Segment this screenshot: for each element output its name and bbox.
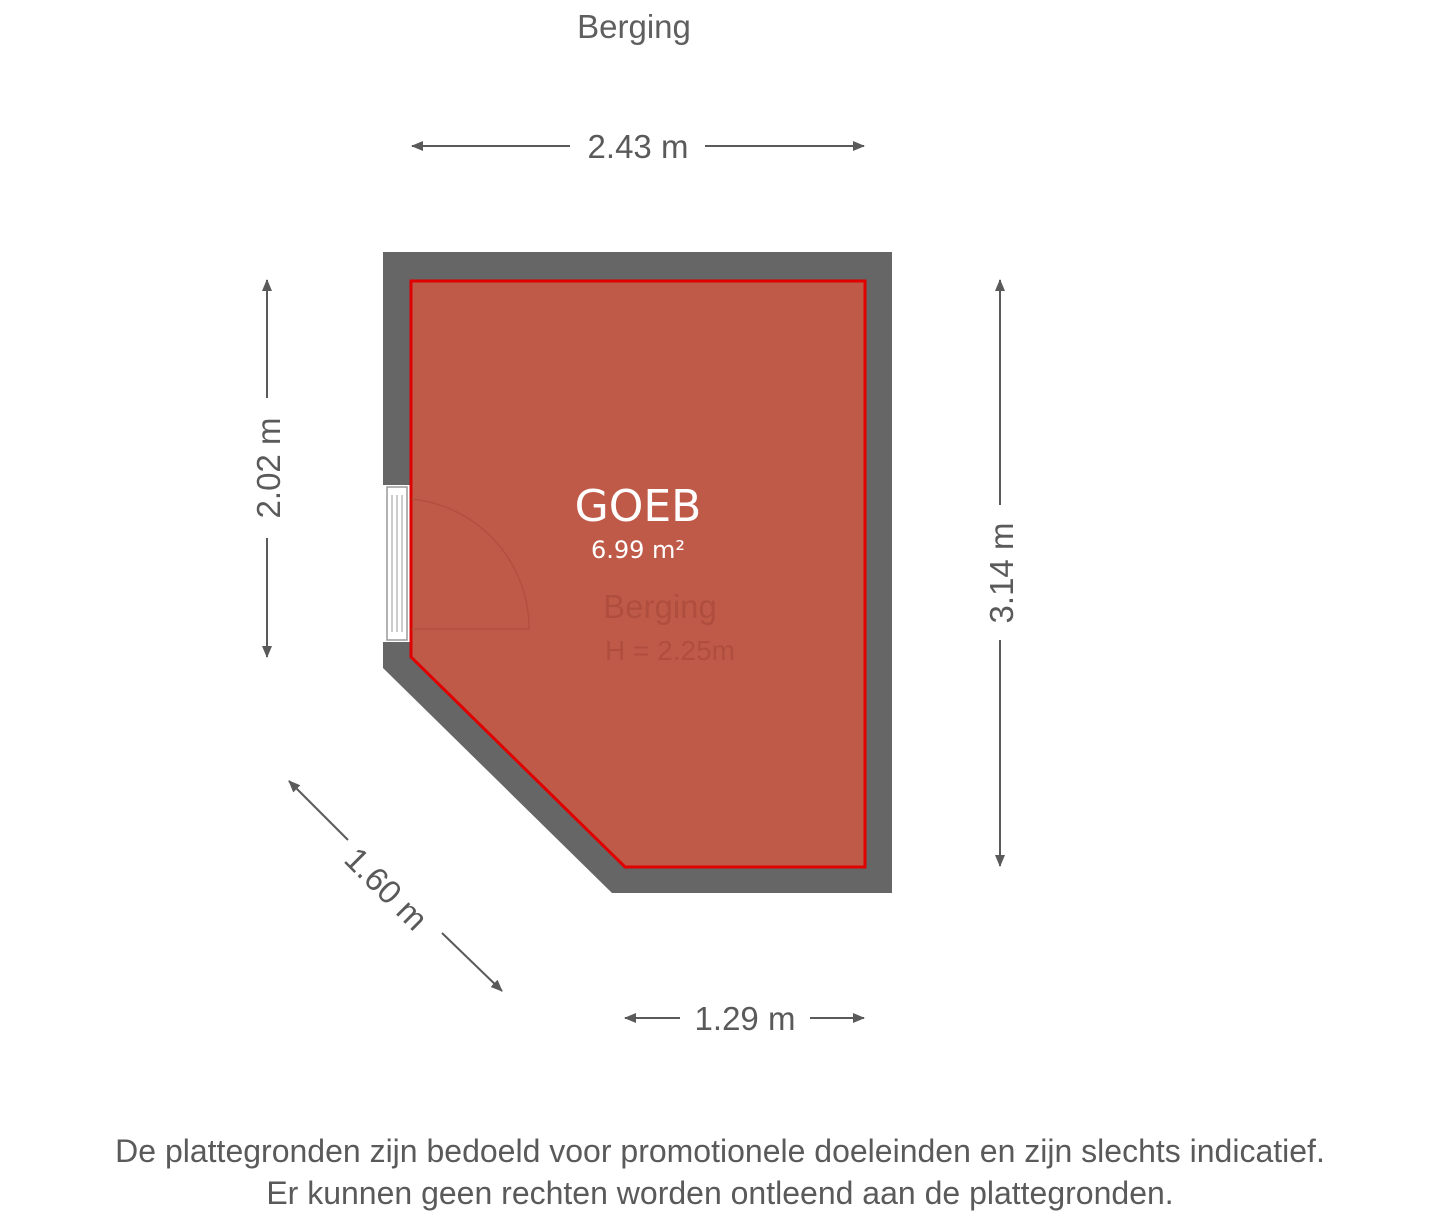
plan-title: Berging [577,8,691,45]
dimension-right-label: 3.14 m [983,523,1020,624]
dimension-left: 2.02 m [250,279,287,658]
disclaimer-line-1: De plattegronden zijn bedoeld voor promo… [115,1133,1325,1169]
dimension-bottom-label: 1.29 m [695,1000,796,1037]
door-swing-arc [410,498,530,630]
door-icon [383,485,413,642]
room-label: GOEB [575,481,702,532]
dimension-left-label: 2.02 m [250,418,287,519]
disclaimer-line-2: Er kunnen geen rechten worden ontleend a… [266,1175,1174,1211]
room-goeb[interactable] [409,279,867,869]
dimension-right: 3.14 m [983,279,1020,867]
dimension-bottom: 1.29 m [624,1000,865,1037]
room-area: 6.99 m² [591,536,685,564]
dimension-top-label: 2.43 m [588,128,689,165]
dimension-diagonal: 1.60 m [288,780,503,992]
underlay-room-height: H = 2.25m [605,635,735,666]
dimension-top: 2.43 m [411,128,865,165]
dimension-diagonal-label: 1.60 m [338,840,436,938]
underlay-room-name: Berging [603,588,717,625]
